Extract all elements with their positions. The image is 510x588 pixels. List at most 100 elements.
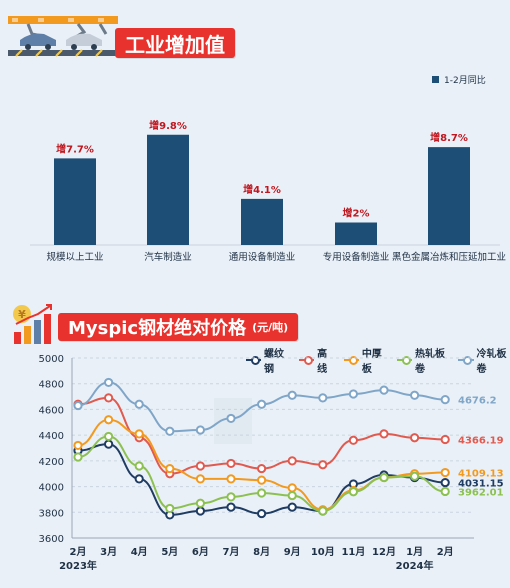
legend-marker-cold-rolled bbox=[458, 356, 474, 365]
bar-legend: 1-2月同比 bbox=[432, 73, 486, 86]
legend-label-rebar: 螺纹钢 bbox=[264, 349, 285, 375]
end-label-2: 4109.13 bbox=[458, 469, 504, 480]
bar-label-1: 增9.8% bbox=[149, 119, 187, 132]
legend-label-wire-rod: 高线 bbox=[317, 349, 328, 375]
bar-0 bbox=[54, 158, 96, 245]
point-3-5 bbox=[226, 492, 236, 502]
point-3-4 bbox=[195, 498, 205, 508]
point-2-7 bbox=[287, 483, 297, 493]
steel-title: Myspic钢材绝对价格 (元/吨) bbox=[58, 313, 299, 341]
legend-item-medium-plate: 中厚板 bbox=[343, 345, 387, 375]
end-label-1: 4366.19 bbox=[458, 436, 504, 447]
point-1-7 bbox=[287, 456, 297, 466]
point-3-6 bbox=[257, 488, 267, 498]
bar-1 bbox=[147, 134, 189, 245]
point-4-3 bbox=[165, 426, 175, 436]
point-2-5 bbox=[226, 474, 236, 484]
end-label-3: 3962.01 bbox=[458, 487, 504, 498]
y-tick-4400: 4400 bbox=[39, 431, 64, 442]
point-1-9 bbox=[348, 435, 358, 445]
legend-marker-wire-rod bbox=[299, 356, 315, 365]
x-tick-3: 5月 bbox=[161, 546, 178, 558]
x-tick-10: 12月 bbox=[372, 546, 396, 558]
x-tick-8: 10月 bbox=[311, 546, 335, 558]
x-tick-4: 6月 bbox=[192, 546, 209, 558]
x-tick-6: 8月 bbox=[253, 546, 270, 558]
point-4-5 bbox=[226, 413, 236, 424]
bar-2 bbox=[241, 198, 283, 245]
x-year-2024: 2024年 bbox=[396, 559, 434, 572]
x-tick-2: 4月 bbox=[131, 546, 148, 558]
legend-item-cold-rolled: 冷轧板卷 bbox=[458, 345, 510, 375]
point-0-12 bbox=[440, 477, 450, 488]
point-0-2 bbox=[134, 474, 144, 484]
series-3: 3962.01 bbox=[73, 431, 504, 516]
industry-title: 工业增加值 bbox=[115, 28, 235, 58]
bar-legend-swatch bbox=[432, 76, 439, 83]
point-4-12 bbox=[440, 395, 450, 405]
bar-label-0: 增7.7% bbox=[56, 142, 94, 155]
rising-bars-icon: ¥ bbox=[13, 304, 52, 344]
x-tick-12: 2月 bbox=[437, 546, 454, 558]
point-4-0 bbox=[73, 400, 83, 411]
point-0-1 bbox=[104, 439, 114, 449]
legend-label-medium-plate: 中厚板 bbox=[361, 349, 382, 375]
bar-3 bbox=[335, 222, 377, 245]
point-3-8 bbox=[318, 506, 328, 516]
x-year-2023: 2023年 bbox=[59, 559, 97, 572]
point-4-4 bbox=[195, 425, 205, 435]
point-0-5 bbox=[226, 502, 236, 512]
y-tick-4600: 4600 bbox=[39, 405, 64, 416]
line-legend: 螺纹钢 高线 中厚板 热轧板卷 冷轧板卷 bbox=[246, 345, 510, 375]
bar-category-1: 汽车制造业 bbox=[144, 251, 192, 263]
point-3-7 bbox=[287, 490, 297, 501]
bar-legend-label: 1-2月同比 bbox=[444, 76, 486, 86]
point-3-11 bbox=[410, 471, 420, 481]
bar-category-0: 规模以上工业 bbox=[46, 251, 103, 263]
bar-category-3: 专用设备制造业 bbox=[323, 251, 390, 263]
point-1-4 bbox=[195, 461, 205, 471]
y-tick-3800: 3800 bbox=[39, 508, 64, 519]
point-3-3 bbox=[165, 503, 175, 514]
x-tick-9: 11月 bbox=[341, 546, 365, 558]
point-4-8 bbox=[318, 393, 328, 403]
y-tick-4800: 4800 bbox=[39, 380, 64, 391]
point-1-10 bbox=[379, 429, 389, 439]
bar-category-2: 通用设备制造业 bbox=[229, 251, 296, 263]
point-2-12 bbox=[440, 467, 450, 478]
legend-label-hot-rolled: 热轧板卷 bbox=[414, 349, 445, 375]
industry-panel: 工业增加值 1-2月同比 增7.7% 规模以上工业 增9.8% 汽车制造业 增4.1% 通… bbox=[0, 0, 510, 290]
point-4-2 bbox=[134, 399, 144, 409]
legend-label-cold-rolled: 冷轧板卷 bbox=[476, 349, 507, 375]
point-3-1 bbox=[104, 431, 114, 442]
point-4-1 bbox=[104, 377, 114, 388]
point-1-5 bbox=[226, 458, 236, 469]
point-3-9 bbox=[348, 487, 358, 497]
point-4-9 bbox=[348, 389, 358, 399]
bar-label-2: 增4.1% bbox=[243, 183, 281, 196]
legend-marker-medium-plate bbox=[343, 356, 359, 365]
y-tick-4000: 4000 bbox=[39, 483, 64, 494]
steel-unit: (元/吨) bbox=[252, 321, 289, 334]
legend-marker-rebar bbox=[246, 356, 262, 365]
point-0-6 bbox=[257, 508, 267, 519]
legend-item-hot-rolled: 热轧板卷 bbox=[396, 345, 449, 375]
point-4-10 bbox=[379, 385, 389, 395]
point-4-6 bbox=[257, 399, 267, 409]
point-2-2 bbox=[134, 429, 144, 439]
point-2-4 bbox=[195, 474, 205, 484]
series-line-3 bbox=[77, 435, 446, 513]
point-3-0 bbox=[73, 452, 83, 462]
point-2-0 bbox=[73, 440, 83, 451]
end-label-4: 4676.2 bbox=[458, 396, 497, 407]
factory-robot-icon bbox=[8, 16, 118, 57]
series-4: 4676.2 bbox=[73, 377, 497, 436]
industry-bar-chart: 增7.7% 规模以上工业 增9.8% 汽车制造业 增4.1% 通用设备制造业 增2% 专用设备… bbox=[30, 119, 506, 263]
point-1-11 bbox=[410, 433, 420, 443]
point-1-6 bbox=[257, 463, 267, 474]
point-0-4 bbox=[195, 506, 205, 516]
point-4-7 bbox=[287, 390, 297, 400]
point-0-7 bbox=[287, 502, 297, 512]
y-tick-5000: 5000 bbox=[39, 354, 64, 365]
point-2-6 bbox=[257, 475, 267, 485]
